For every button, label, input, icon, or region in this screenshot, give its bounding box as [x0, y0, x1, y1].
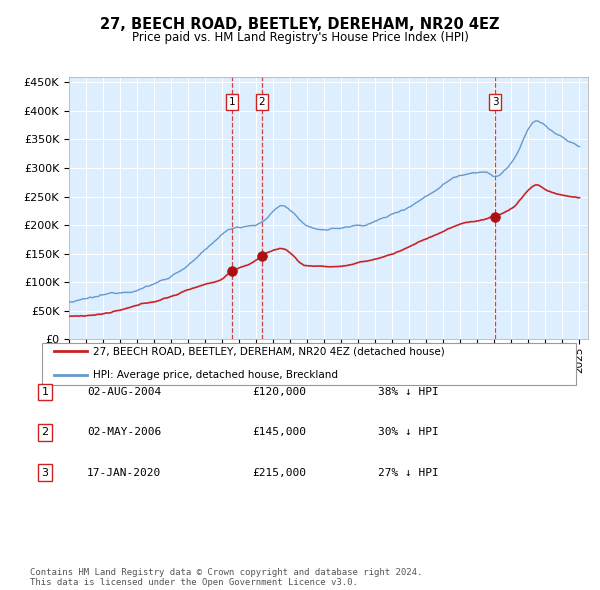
Text: 02-AUG-2004: 02-AUG-2004 [87, 388, 161, 397]
Text: £145,000: £145,000 [252, 428, 306, 437]
Text: Contains HM Land Registry data © Crown copyright and database right 2024.
This d: Contains HM Land Registry data © Crown c… [30, 568, 422, 587]
Text: 17-JAN-2020: 17-JAN-2020 [87, 468, 161, 477]
Text: 2: 2 [41, 428, 49, 437]
Text: 27, BEECH ROAD, BEETLEY, DEREHAM, NR20 4EZ: 27, BEECH ROAD, BEETLEY, DEREHAM, NR20 4… [100, 17, 500, 31]
Text: £120,000: £120,000 [252, 388, 306, 397]
Text: 3: 3 [41, 468, 49, 477]
Text: 1: 1 [41, 388, 49, 397]
Text: 30% ↓ HPI: 30% ↓ HPI [378, 428, 439, 437]
Text: 1: 1 [229, 97, 235, 107]
Text: 38% ↓ HPI: 38% ↓ HPI [378, 388, 439, 397]
Text: 27% ↓ HPI: 27% ↓ HPI [378, 468, 439, 477]
Text: 27, BEECH ROAD, BEETLEY, DEREHAM, NR20 4EZ (detached house): 27, BEECH ROAD, BEETLEY, DEREHAM, NR20 4… [93, 346, 445, 356]
Text: £215,000: £215,000 [252, 468, 306, 477]
Text: HPI: Average price, detached house, Breckland: HPI: Average price, detached house, Brec… [93, 370, 338, 379]
Text: 2: 2 [259, 97, 265, 107]
Text: Price paid vs. HM Land Registry's House Price Index (HPI): Price paid vs. HM Land Registry's House … [131, 31, 469, 44]
Text: 3: 3 [492, 97, 499, 107]
Text: 02-MAY-2006: 02-MAY-2006 [87, 428, 161, 437]
